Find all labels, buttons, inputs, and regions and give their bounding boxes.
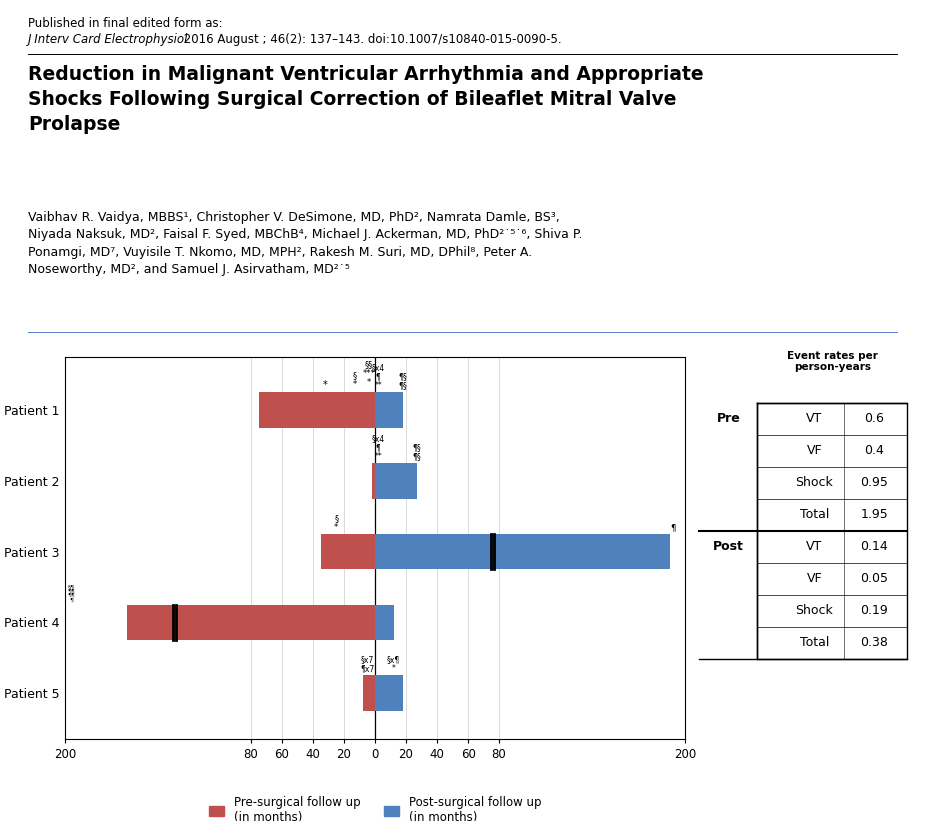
Text: Shock: Shock — [795, 604, 833, 617]
Text: §
*: § * — [334, 514, 338, 532]
Text: VT: VT — [807, 412, 822, 425]
Text: §x4
¶
**: §x4 ¶ ** — [371, 364, 385, 390]
Text: 0.38: 0.38 — [860, 636, 888, 649]
Bar — [375, 392, 403, 428]
Text: 0.05: 0.05 — [860, 572, 888, 585]
Bar — [127, 604, 375, 640]
Text: §
*: § * — [353, 371, 357, 389]
Text: 0.4: 0.4 — [865, 444, 884, 457]
Text: Pre: Pre — [717, 412, 740, 425]
Text: Post: Post — [713, 540, 744, 553]
Text: VF: VF — [807, 444, 822, 457]
Bar — [375, 604, 394, 640]
Text: Total: Total — [800, 508, 829, 521]
Bar — [375, 534, 669, 569]
Text: Event rates per
person-years: Event rates per person-years — [787, 351, 878, 372]
Text: 0.6: 0.6 — [865, 412, 884, 425]
Text: ¶: ¶ — [670, 523, 676, 532]
Legend: Pre-surgical follow up
(in months), Post-surgical follow up
(in months): Pre-surgical follow up (in months), Post… — [204, 791, 546, 821]
Bar — [375, 675, 403, 711]
Text: Vaibhav R. Vaidya, MBBS¹, Christopher V. DeSimone, MD, PhD², Namrata Damle, BS³,: Vaibhav R. Vaidya, MBBS¹, Christopher V.… — [28, 211, 582, 277]
Text: 0.14: 0.14 — [860, 540, 888, 553]
Text: Reduction in Malignant Ventricular Arrhythmia and Appropriate
Shocks Following S: Reduction in Malignant Ventricular Arrhy… — [28, 65, 704, 134]
Text: §x4
¶
**: §x4 ¶ ** — [371, 434, 385, 461]
Text: ¶§
¶§: ¶§ ¶§ — [413, 443, 421, 461]
Bar — [375, 463, 417, 498]
Text: §§
***
*: §§ *** * — [362, 360, 375, 387]
Text: Total: Total — [800, 636, 829, 649]
Text: §x7
¶x7: §x7 ¶x7 — [360, 655, 374, 673]
Text: 0.19: 0.19 — [860, 604, 888, 617]
Text: VF: VF — [807, 572, 822, 585]
Text: J Interv Card Electrophysiol.: J Interv Card Electrophysiol. — [28, 33, 192, 46]
Text: *: * — [323, 380, 328, 390]
Bar — [363, 675, 375, 711]
Text: ¶§
¶§: ¶§ ¶§ — [398, 373, 407, 390]
Text: §x¶
*: §x¶ * — [387, 655, 400, 673]
Text: 1.95: 1.95 — [860, 508, 888, 521]
Text: Shock: Shock — [795, 476, 833, 489]
Text: 0.95: 0.95 — [860, 476, 888, 489]
Bar — [320, 534, 375, 569]
Text: VT: VT — [807, 540, 822, 553]
Text: Published in final edited form as:: Published in final edited form as: — [28, 17, 222, 30]
Bar — [372, 463, 375, 498]
Text: 2016 August ; 46(2): 137–143. doi:10.1007/s10840-015-0090-5.: 2016 August ; 46(2): 137–143. doi:10.100… — [180, 33, 562, 46]
Bar — [258, 392, 375, 428]
Text: §¶
¶¶
¶¶
¶: §¶ ¶¶ ¶¶ ¶ — [68, 585, 75, 603]
